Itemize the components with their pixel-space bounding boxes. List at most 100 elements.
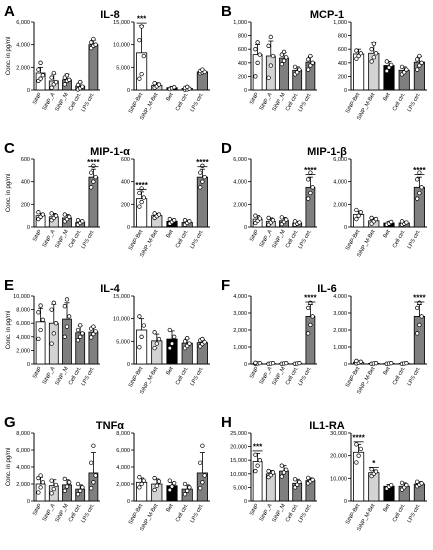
data-point	[139, 199, 144, 205]
data-point	[419, 60, 424, 65]
y-tick-label: 6,000	[16, 321, 30, 327]
data-point	[198, 170, 203, 175]
data-point	[80, 331, 85, 336]
data-point	[38, 60, 43, 65]
data-point	[384, 59, 389, 64]
data-point	[399, 480, 405, 486]
data-point	[371, 41, 376, 46]
data-point	[354, 460, 359, 465]
data-point	[399, 219, 405, 224]
panel-d: D MIP-1-β02,0004,0006,000SiNPSiNP_ASiNP_M…	[221, 140, 427, 258]
bar	[151, 340, 163, 365]
data-point	[279, 52, 284, 57]
bar	[136, 52, 148, 91]
x-tick-label: SiNP	[249, 229, 261, 243]
y-tick-label: 0	[127, 362, 130, 368]
data-point	[419, 481, 424, 486]
data-point	[200, 67, 205, 72]
x-tick-label: Cell ctrl.	[392, 503, 407, 524]
data-point	[139, 24, 144, 29]
data-point	[389, 219, 394, 225]
x-tick-label: LPS ctrl.	[190, 229, 206, 250]
data-point	[80, 485, 85, 490]
data-point	[185, 488, 190, 493]
x-tick-label: SiNP-Bet	[128, 229, 145, 252]
data-point	[415, 305, 420, 311]
y-axis-label: Conc. in pg/ml	[6, 311, 12, 349]
data-point	[268, 473, 273, 478]
significance-marker: ****	[413, 294, 426, 303]
panel-title: MCP-1	[310, 9, 344, 21]
y-tick-label: 4,000	[233, 294, 247, 300]
data-point	[93, 174, 98, 180]
data-point	[38, 473, 43, 478]
data-point	[182, 481, 188, 487]
y-tick-label: 0	[344, 225, 347, 231]
data-point	[62, 212, 67, 217]
data-point	[354, 358, 359, 364]
bar	[353, 451, 365, 502]
x-tick-label: SiNP-Bet	[345, 503, 362, 526]
data-point	[89, 40, 94, 45]
y-tick-label: 15,000	[113, 294, 130, 300]
data-point	[198, 460, 203, 465]
data-point	[49, 85, 54, 90]
data-point	[279, 474, 284, 479]
y-tick-label: 1,000	[333, 20, 347, 26]
data-point	[402, 70, 407, 75]
x-tick-label: SiNP	[249, 503, 261, 517]
data-point	[91, 36, 96, 42]
y-tick-label: 5,000	[116, 339, 130, 345]
data-point	[67, 77, 72, 82]
x-tick-label: SiNP-Bet	[128, 366, 145, 389]
data-point	[358, 210, 363, 215]
data-point	[91, 480, 96, 485]
y-tick-label: 2,000	[116, 482, 130, 488]
data-point	[156, 336, 162, 342]
data-point	[36, 490, 41, 495]
data-point	[415, 177, 420, 182]
data-point	[78, 323, 83, 328]
y-tick-label: 8,000	[16, 431, 30, 437]
x-tick-label: Cell ctrl.	[175, 366, 190, 387]
data-point	[284, 360, 289, 366]
x-tick-label: Cell ctrl.	[175, 229, 190, 250]
bar	[136, 198, 148, 228]
data-point	[141, 195, 146, 200]
data-point	[137, 76, 142, 81]
significance-marker: ****	[352, 433, 365, 442]
x-tick-label: LPS ctrl.	[81, 503, 97, 524]
data-point	[253, 47, 258, 52]
data-point	[404, 67, 409, 72]
data-point	[310, 185, 315, 190]
data-point	[36, 310, 41, 315]
data-point	[91, 179, 96, 184]
data-point	[270, 53, 276, 59]
data-point	[399, 64, 405, 70]
y-tick-label: 0	[127, 499, 130, 505]
y-tick-label: 0	[244, 88, 247, 94]
data-point	[281, 49, 287, 55]
y-tick-label: 10,000	[13, 294, 30, 300]
data-point	[93, 329, 98, 334]
data-point	[306, 475, 311, 481]
x-tick-label: Bet	[382, 92, 392, 103]
x-tick-label: Cell ctrl.	[392, 229, 407, 250]
data-point	[358, 359, 363, 364]
data-point	[369, 467, 374, 472]
panel-label: C	[4, 140, 15, 157]
data-point	[137, 190, 142, 196]
data-point	[89, 335, 94, 340]
y-tick-label: 600	[21, 157, 30, 163]
y-tick-label: 0	[127, 88, 130, 94]
data-point	[358, 51, 363, 56]
data-point	[185, 84, 190, 89]
data-point	[137, 204, 142, 209]
data-point	[139, 481, 144, 487]
data-point	[373, 51, 379, 56]
x-tick-label: Cell ctrl.	[392, 366, 407, 387]
data-point	[172, 218, 177, 223]
